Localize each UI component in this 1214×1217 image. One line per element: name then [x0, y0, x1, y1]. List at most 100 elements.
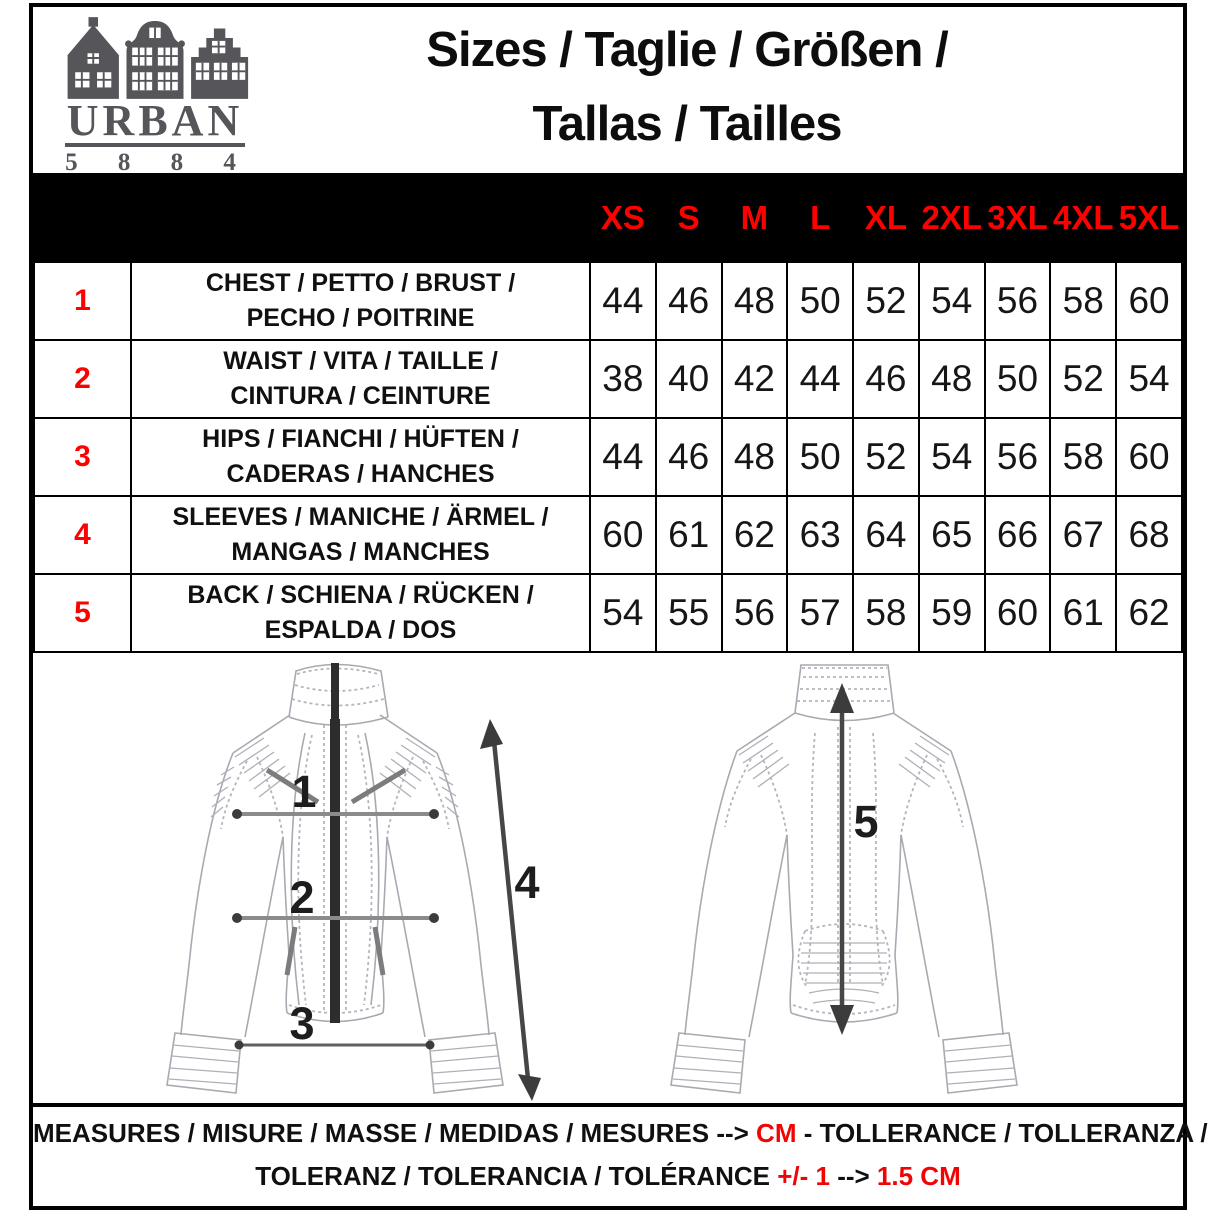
brand-logo: URBAN 5 8 8 4 [55, 15, 255, 173]
front-waist-marker: 2 [289, 872, 314, 923]
logo-numbers-text: 5 8 8 4 [65, 149, 253, 173]
measurement-label: BACK / SCHIENA / RÜCKEN / ESPALDA / DOS [130, 573, 591, 653]
row-number: 2 [33, 339, 132, 419]
footer-line-2: TOLERANZ / TOLERANCIA / TOLÉRANCE +/- 1 … [33, 1155, 1183, 1198]
front-sleeve-marker: 4 [514, 857, 539, 908]
header: URBAN 5 8 8 4 Sizes / Taglie / Größen / … [33, 7, 1183, 173]
size-value-cell: 57 [786, 573, 855, 653]
front-hem-marker: 3 [289, 998, 314, 1049]
size-value-cell: 52 [852, 261, 920, 341]
size-value-cell: 54 [589, 573, 657, 653]
footer-cm-value: 1.5 CM [876, 1161, 961, 1191]
size-value-cell: 38 [589, 339, 657, 419]
size-header-3xl: 3XL [983, 173, 1052, 263]
size-value-cell: 48 [720, 417, 789, 497]
table-row-hips: 3 HIPS / FIANCHI / HÜFTEN / CADERAS / HA… [33, 417, 1183, 497]
size-value-cell: 44 [786, 339, 855, 419]
size-value-cell: 60 [589, 495, 657, 575]
measurement-label: CHEST / PETTO / BRUST / PECHO / POITRINE [130, 261, 591, 341]
size-value-cell: 56 [983, 417, 1052, 497]
size-value-cell: 58 [1049, 417, 1118, 497]
size-value-cell: 52 [852, 417, 920, 497]
size-value-cell: 50 [786, 417, 855, 497]
size-value-cell: 60 [983, 573, 1052, 653]
title-line-1: Sizes / Taglie / Größen / [426, 23, 948, 77]
page-frame: URBAN 5 8 8 4 Sizes / Taglie / Größen / … [29, 3, 1208, 1210]
table-row-sleeves: 4 SLEEVES / MANICHE / ÄRMEL / MANGAS / M… [33, 495, 1183, 575]
size-value-cell: 54 [917, 417, 986, 497]
jacket-diagrams: 1 2 3 4 [33, 653, 1183, 1103]
size-header-row: XS S M L XL 2XL 3XL 4XL 5XL [33, 173, 1183, 263]
footer-toleranz-text: TOLERANZ / TOLERANCIA / TOLÉRANCE [255, 1161, 778, 1191]
size-value-cell: 44 [589, 261, 657, 341]
size-value-cell: 46 [654, 261, 723, 341]
size-value-cell: 61 [1049, 573, 1118, 653]
title-line-2: Tallas / Tailles [532, 97, 842, 151]
size-value-cell: 54 [1115, 339, 1183, 419]
size-chart-table: XS S M L XL 2XL 3XL 4XL 5XL 1 CHEST / PE… [33, 173, 1183, 653]
size-header-s: S [654, 173, 723, 263]
footer-unit-cm: CM [756, 1118, 797, 1148]
size-header-xl: XL [852, 173, 920, 263]
size-value-cell: 50 [786, 261, 855, 341]
size-value-cell: 62 [720, 495, 789, 575]
size-value-cell: 52 [1049, 339, 1118, 419]
size-value-cell: 66 [983, 495, 1052, 575]
table-row-chest: 1 CHEST / PETTO / BRUST / PECHO / POITRI… [33, 261, 1183, 341]
table-row-back: 5 BACK / SCHIENA / RÜCKEN / ESPALDA / DO… [33, 573, 1183, 653]
size-value-cell: 50 [983, 339, 1052, 419]
logo-houses-icon [67, 17, 249, 99]
size-header-4xl: 4XL [1049, 173, 1118, 263]
front-chest-marker: 1 [291, 766, 316, 817]
size-value-cell: 61 [654, 495, 723, 575]
size-value-cell: 46 [852, 339, 920, 419]
size-value-cell: 48 [720, 261, 789, 341]
size-value-cell: 60 [1115, 417, 1183, 497]
size-header-5xl: 5XL [1115, 173, 1183, 263]
size-value-cell: 55 [654, 573, 723, 653]
size-value-cell: 64 [852, 495, 920, 575]
size-header-l: L [786, 173, 855, 263]
back-length-marker: 5 [853, 796, 878, 847]
footer-tollerance-text: - TOLLERANCE / TOLLERANZA / [796, 1118, 1208, 1148]
page-title: Sizes / Taglie / Größen / Tallas / Taill… [255, 7, 1183, 161]
bar-empty-cell [33, 173, 132, 263]
size-value-cell: 58 [1049, 261, 1118, 341]
size-header-xs: XS [589, 173, 657, 263]
size-value-cell: 68 [1115, 495, 1183, 575]
footer-tolerance-value: +/- 1 [777, 1161, 830, 1191]
table-row-waist: 2 WAIST / VITA / TAILLE / CINTURA / CEIN… [33, 339, 1183, 419]
size-value-cell: 40 [654, 339, 723, 419]
size-value-cell: 46 [654, 417, 723, 497]
size-value-cell: 58 [852, 573, 920, 653]
front-jacket-diagram: 1 2 3 4 [166, 663, 541, 1101]
measurement-label: HIPS / FIANCHI / HÜFTEN / CADERAS / HANC… [130, 417, 591, 497]
size-value-cell: 44 [589, 417, 657, 497]
size-value-cell: 60 [1115, 261, 1183, 341]
row-number: 1 [33, 261, 132, 341]
back-measure-annotations: 5 [830, 683, 879, 1035]
size-value-cell: 67 [1049, 495, 1118, 575]
measurement-label: WAIST / VITA / TAILLE / CINTURA / CEINTU… [130, 339, 591, 419]
logo-brand-text: URBAN [64, 96, 246, 147]
size-value-cell: 54 [917, 261, 986, 341]
size-value-cell: 42 [720, 339, 789, 419]
row-number: 3 [33, 417, 132, 497]
size-value-cell: 59 [917, 573, 986, 653]
size-value-cell: 65 [917, 495, 986, 575]
front-measure-annotations: 1 2 3 4 [232, 719, 541, 1101]
size-value-cell: 48 [917, 339, 986, 419]
size-value-cell: 56 [720, 573, 789, 653]
footer-note: MEASURES / MISURE / MASSE / MEDIDAS / ME… [33, 1103, 1208, 1206]
row-number: 4 [33, 495, 132, 575]
footer-line-1: MEASURES / MISURE / MASSE / MEDIDAS / ME… [33, 1112, 1208, 1155]
row-number: 5 [33, 573, 132, 653]
size-value-cell: 62 [1115, 573, 1183, 653]
size-header-m: M [720, 173, 789, 263]
size-header-2xl: 2XL [917, 173, 986, 263]
size-value-cell: 63 [786, 495, 855, 575]
measurement-label: SLEEVES / MANICHE / ÄRMEL / MANGAS / MAN… [130, 495, 591, 575]
bar-empty-cell [130, 173, 591, 263]
size-value-cell: 56 [983, 261, 1052, 341]
back-jacket-diagram: 5 [670, 664, 1018, 1094]
